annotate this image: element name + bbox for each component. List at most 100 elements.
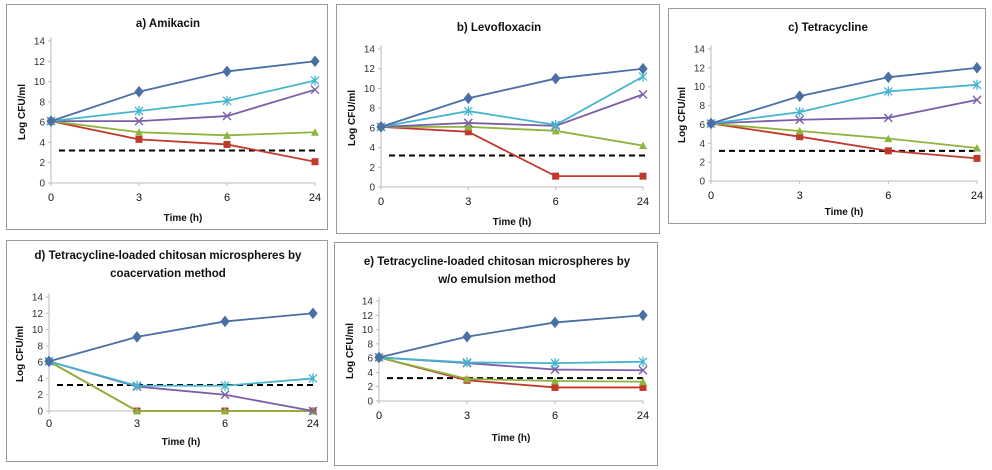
series-line	[710, 122, 978, 160]
data-point	[308, 373, 318, 384]
data-point	[551, 383, 559, 391]
x-axis-label: Time (h)	[164, 213, 203, 224]
data-point	[550, 358, 560, 369]
y-tick-label: 8	[37, 341, 43, 352]
data-point	[222, 95, 232, 106]
y-tick-label: 12	[364, 64, 376, 75]
series-line	[380, 93, 644, 128]
x-axis-label: Time (h)	[492, 433, 531, 444]
x-tick-label: 24	[637, 196, 649, 208]
data-point	[310, 75, 320, 86]
y-tick-label: 4	[699, 139, 705, 150]
data-point	[795, 115, 805, 125]
series-line	[50, 120, 316, 163]
x-tick-label: 0	[48, 192, 54, 204]
x-tick-label: 3	[134, 418, 140, 430]
series-line	[51, 88, 316, 123]
series-line	[50, 120, 316, 137]
series-4	[377, 123, 647, 180]
y-axis-label: Log CFU/ml	[677, 87, 688, 143]
series-4	[47, 117, 319, 166]
data-point	[135, 135, 143, 143]
y-tick-label: 6	[699, 120, 705, 131]
series-line	[48, 360, 314, 387]
data-point	[46, 115, 56, 127]
series-line	[50, 60, 316, 122]
data-point	[638, 365, 648, 375]
data-point	[972, 62, 982, 74]
chart-title: coacervation method	[110, 268, 226, 280]
chart-panel-d: d) Tetracycline-loaded chitosan microsph…	[6, 240, 328, 462]
data-point	[132, 380, 142, 391]
x-tick-label: 3	[464, 410, 470, 422]
y-tick-label: 6	[367, 354, 373, 365]
chart-panel-a: a) Amikacin 0 2 4 6 8 10 12 14 0 3 6 24 Time (h) Log C…	[6, 4, 328, 230]
series-line	[380, 125, 643, 178]
y-tick-label: 14	[694, 45, 706, 56]
x-tick-label: 6	[222, 418, 228, 430]
data-point	[639, 377, 647, 386]
data-point	[44, 355, 54, 368]
data-point	[639, 141, 647, 150]
chart-panel-e: e) Tetracycline-loaded chitosan microsph…	[334, 242, 658, 466]
series-line	[378, 314, 644, 359]
y-tick-label: 2	[367, 382, 373, 393]
data-point	[795, 107, 805, 118]
y-tick-label: 14	[364, 45, 376, 56]
data-point	[134, 116, 144, 126]
data-point	[551, 377, 559, 385]
data-point	[973, 154, 981, 162]
y-tick-label: 12	[32, 309, 44, 320]
series-line	[50, 79, 316, 123]
x-tick-label: 0	[46, 418, 52, 430]
series-line	[381, 125, 644, 147]
data-point	[462, 357, 472, 368]
x-tick-label: 6	[224, 192, 230, 204]
data-point	[134, 85, 144, 98]
chart-title: d) Tetracycline-loaded chitosan microsph…	[35, 250, 303, 262]
y-tick-label: 4	[367, 368, 373, 379]
y-tick-label: 12	[34, 57, 46, 68]
y-tick-label: 10	[364, 84, 376, 95]
y-tick-label: 14	[34, 37, 46, 48]
x-tick-label: 6	[885, 190, 891, 202]
data-point	[884, 147, 892, 155]
series-0	[374, 309, 648, 364]
data-point	[550, 365, 560, 375]
y-tick-label: 10	[32, 325, 44, 336]
x-tick-label: 24	[307, 418, 319, 430]
data-point	[132, 331, 142, 343]
data-point	[463, 106, 473, 117]
data-point	[550, 316, 560, 329]
y-tick-label: 0	[39, 179, 45, 190]
data-point	[464, 128, 472, 136]
x-axis-label: Time (h)	[825, 207, 864, 218]
series-0	[46, 55, 320, 127]
series-line	[710, 83, 978, 125]
y-tick-label: 2	[699, 158, 705, 169]
x-axis-label: Time (h)	[493, 217, 532, 228]
y-tick-label: 10	[34, 77, 46, 88]
y-tick-label: 6	[37, 358, 43, 369]
y-axis-label: Log CFU/ml	[345, 323, 356, 379]
data-point	[796, 133, 804, 141]
chart-title: e) Tetracycline-loaded chitosan microsph…	[364, 256, 631, 268]
series-line	[378, 356, 644, 383]
chart-title: a) Amikacin	[136, 18, 200, 30]
data-point	[222, 65, 232, 78]
y-tick-label: 0	[699, 177, 705, 188]
y-tick-label: 0	[367, 397, 373, 408]
series-1	[44, 356, 318, 391]
chart-title: c) Tetracycline	[788, 22, 868, 34]
data-point	[795, 90, 805, 102]
series-line	[378, 356, 644, 365]
series-3	[707, 119, 981, 152]
series-0	[44, 307, 318, 368]
data-point	[376, 121, 386, 133]
y-tick-label: 4	[37, 374, 43, 385]
y-tick-label: 8	[369, 104, 375, 115]
y-tick-label: 2	[369, 163, 375, 174]
data-point	[638, 89, 648, 99]
